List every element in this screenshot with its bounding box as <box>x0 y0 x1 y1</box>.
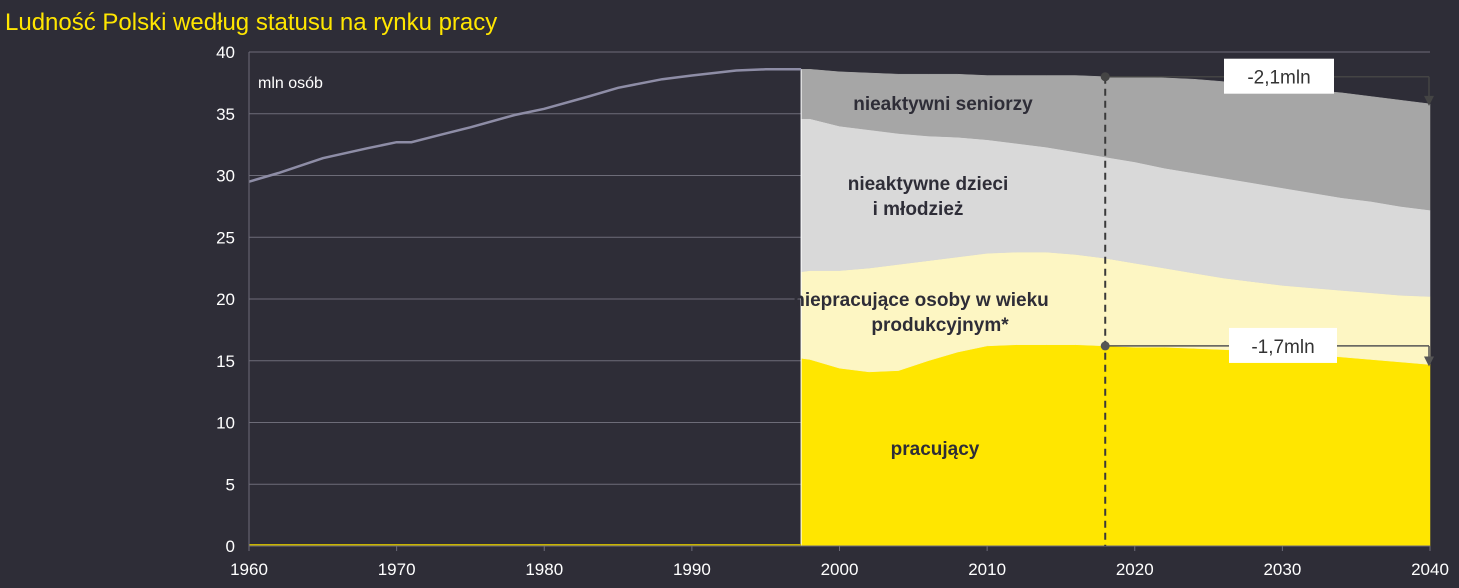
y-tick-label: 5 <box>226 475 235 494</box>
annotation-arrowhead <box>1424 356 1434 367</box>
area-label-children-line1: nieaktywne dzieci <box>848 174 1009 195</box>
history-line-layer <box>248 68 802 546</box>
area-label-nonworking-line1: niepracujące osoby w wieku <box>793 290 1049 311</box>
y-tick-label: 40 <box>216 43 235 62</box>
x-tick-label: 1970 <box>378 560 416 579</box>
y-tick-label: 0 <box>226 537 235 556</box>
y-tick-label: 25 <box>216 228 235 247</box>
x-tick-label: 2040 <box>1411 560 1449 579</box>
y-tick-label: 20 <box>216 290 235 309</box>
annotation-callout-text: -1,7mln <box>1251 337 1314 358</box>
x-tick-label: 2000 <box>821 560 859 579</box>
x-tick-label: 1990 <box>673 560 711 579</box>
annotation-arrowhead <box>1424 95 1434 106</box>
unit-label: mln osób <box>258 75 323 92</box>
y-tick-label: 15 <box>216 352 235 371</box>
historical-total-line <box>248 68 802 183</box>
series-area-seniors <box>800 69 1431 211</box>
y-tick-label: 10 <box>216 414 235 433</box>
chart-title: Ludność Polski według statusu na rynku p… <box>5 9 497 36</box>
area-label-children-line2: i młodzież <box>873 199 964 220</box>
annotations: -2,1mln -1,7mln <box>1100 58 1434 546</box>
y-tick-label: 35 <box>216 105 235 124</box>
area-label-seniors: nieaktywni seniorzy <box>853 94 1033 115</box>
y-tick-label: 30 <box>216 167 235 186</box>
annotation-callout-box <box>1224 58 1334 94</box>
annotation-callout-box <box>1229 327 1337 363</box>
annotation-callout-text: -2,1mln <box>1247 68 1310 89</box>
x-tick-label: 1980 <box>525 560 563 579</box>
x-tick-label: 2030 <box>1263 560 1301 579</box>
area-label-working: pracujący <box>891 439 980 460</box>
area-label-nonworking-line2: produkcyjnym* <box>871 315 1009 336</box>
axes: 0 5 10 15 20 25 30 35 40 1960 1970 1980 1990 2000 2010… <box>216 43 1449 579</box>
area-labels: nieaktywni seniorzy nieaktywne dzieci i mł… <box>793 94 1049 460</box>
x-tick-label: 2010 <box>968 560 1006 579</box>
x-tick-label: 2020 <box>1116 560 1154 579</box>
x-tick-label: 1960 <box>230 560 268 579</box>
